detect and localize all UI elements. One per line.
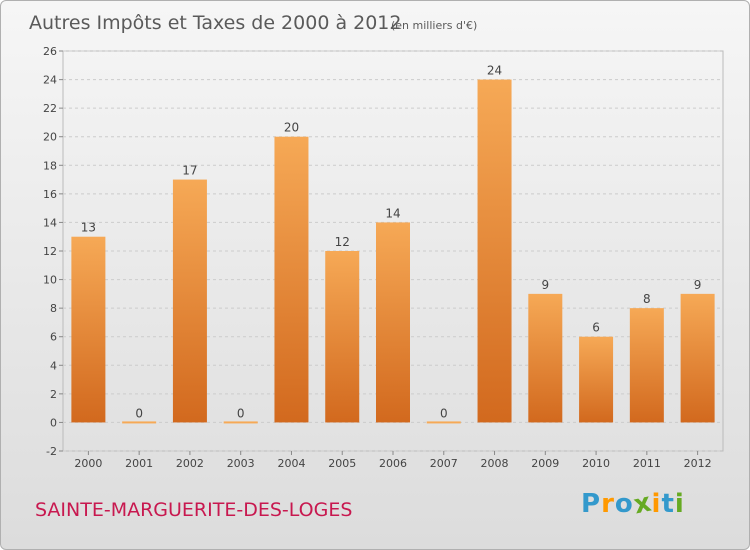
- x-tick-label: 2006: [379, 457, 407, 470]
- data-label-2008: 24: [487, 64, 502, 78]
- y-tick-label: 22: [43, 102, 57, 115]
- x-tick-label: 2000: [74, 457, 102, 470]
- bar-2009: [528, 293, 563, 423]
- x-tick-label: 2011: [633, 457, 661, 470]
- x-tick-label: 2008: [481, 457, 509, 470]
- x-tick-label: 2010: [582, 457, 610, 470]
- x-tick-label: 2005: [328, 457, 356, 470]
- y-tick-label: 12: [43, 245, 57, 258]
- y-tick-label: 4: [50, 359, 57, 372]
- bar-2006: [376, 222, 410, 423]
- bar-2008: [477, 79, 512, 423]
- data-label-2001: 0: [135, 406, 143, 420]
- y-tick-label: -2: [46, 445, 57, 458]
- y-tick-label: 10: [43, 274, 57, 287]
- data-label-2000: 13: [81, 221, 96, 235]
- bars: [71, 79, 715, 424]
- x-axis-ticks: 2000 2001 2002 2003 2004 2005 2006 2007 2008 2009…: [74, 451, 712, 470]
- data-labels: 13 0 17 0 20 12 14 0 24 9 6 8 9: [81, 64, 702, 421]
- proxiti-logo: Proxiti: [581, 487, 691, 527]
- y-tick-label: 6: [50, 331, 57, 344]
- data-label-2006: 14: [385, 206, 400, 220]
- y-tick-label: 20: [43, 131, 57, 144]
- commune-name: SAINTE-MARGUERITE-DES-LOGES: [35, 499, 352, 521]
- bar-2001: [122, 421, 157, 424]
- y-tick-label: 0: [50, 416, 57, 429]
- y-tick-label: 16: [43, 188, 57, 201]
- x-tick-label: 2007: [430, 457, 458, 470]
- bar-2005: [325, 251, 360, 423]
- bar-2002: [172, 179, 207, 423]
- y-tick-label: 14: [43, 216, 57, 229]
- data-label-2002: 17: [182, 164, 197, 178]
- data-label-2007: 0: [440, 406, 448, 420]
- x-tick-label: 2012: [684, 457, 712, 470]
- bar-2007: [426, 421, 461, 424]
- y-tick-label: 24: [43, 74, 57, 87]
- chart-title: Autres Impôts et Taxes de 2000 à 2012: [29, 12, 402, 34]
- logo-letter: i: [651, 489, 662, 519]
- x-tick-label: 2002: [176, 457, 204, 470]
- bar-2011: [629, 308, 664, 423]
- x-tick-label: 2009: [531, 457, 559, 470]
- logo-letter: t: [661, 489, 675, 519]
- data-label-2009: 9: [541, 278, 549, 292]
- x-tick-label: 2001: [125, 457, 153, 470]
- x-tick-label: 2004: [277, 457, 305, 470]
- data-label-2011: 8: [643, 292, 651, 306]
- data-label-2003: 0: [237, 406, 245, 420]
- y-tick-label: 2: [50, 388, 57, 401]
- bar-2012: [680, 293, 715, 423]
- logo-letter: P: [581, 489, 602, 519]
- logo-letter: i: [674, 489, 685, 519]
- y-tick-label: 8: [50, 302, 57, 315]
- bar-2003: [223, 421, 258, 424]
- logo-letter: o: [614, 489, 634, 519]
- bar-2004: [274, 136, 309, 423]
- bar-2000: [71, 236, 106, 423]
- data-label-2005: 12: [335, 235, 350, 249]
- chart-subtitle: (en milliers d'€): [391, 19, 477, 32]
- y-tick-label: 18: [43, 159, 57, 172]
- data-label-2012: 9: [694, 278, 702, 292]
- data-label-2004: 20: [284, 121, 299, 135]
- y-tick-label: 26: [43, 45, 57, 58]
- x-tick-label: 2003: [227, 457, 255, 470]
- bar-2010: [579, 336, 614, 423]
- data-label-2010: 6: [592, 321, 600, 335]
- logo-letter: r: [601, 489, 615, 519]
